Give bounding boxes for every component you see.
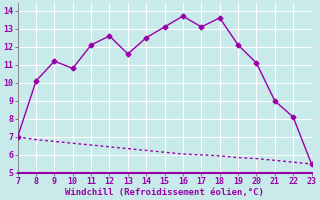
X-axis label: Windchill (Refroidissement éolien,°C): Windchill (Refroidissement éolien,°C) <box>65 188 264 197</box>
